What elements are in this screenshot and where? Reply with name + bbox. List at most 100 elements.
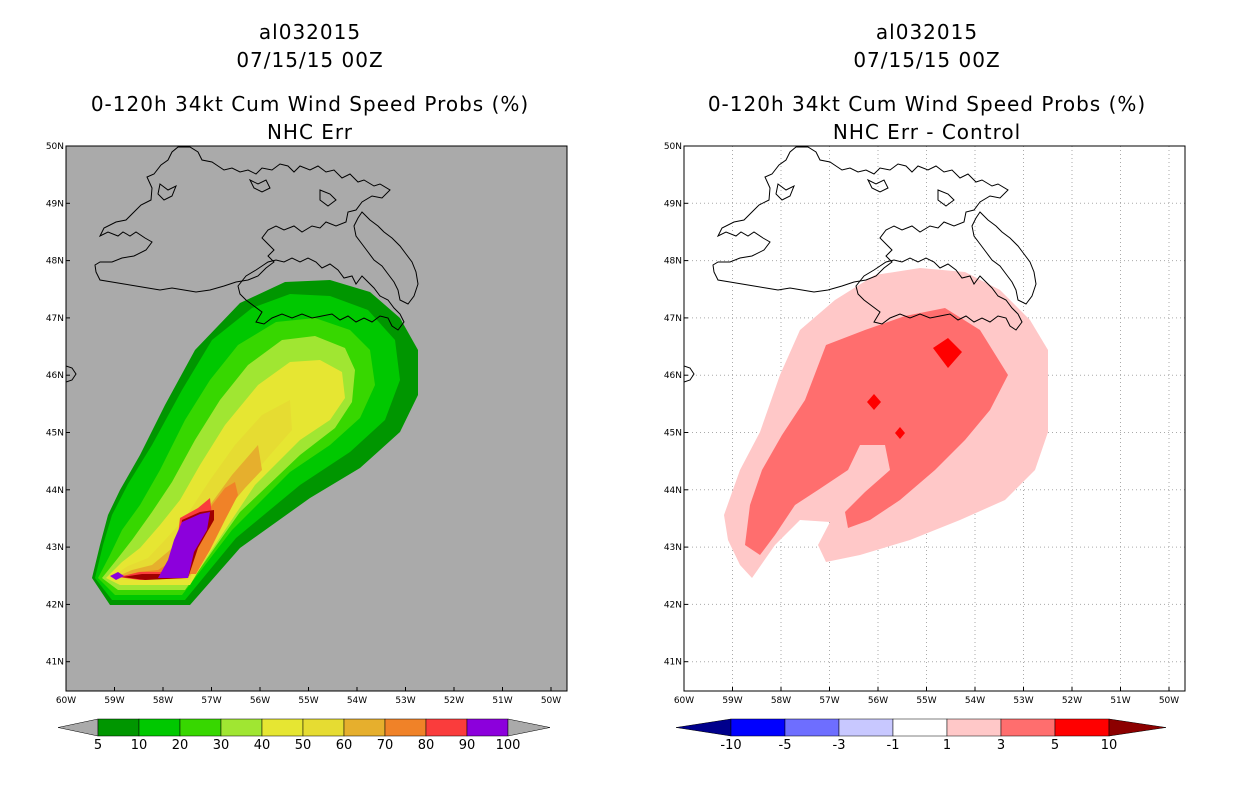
left-colorbar-label: 40 — [254, 738, 271, 753]
lon-tick-label: 60W — [56, 696, 76, 706]
lat-tick-label: 41N — [664, 658, 682, 668]
lat-tick-label: 45N — [46, 429, 64, 439]
right-colorbar-label: 5 — [1051, 738, 1059, 753]
lon-tick-label: 52W — [444, 696, 464, 706]
lat-tick-label: 50N — [664, 142, 682, 152]
left-colorbar-over-arrow — [507, 718, 551, 737]
right-colorbar-box — [838, 718, 894, 737]
left-contour-100 — [158, 512, 210, 578]
right-axis-ticks: 60W 59W 58W 57W 56W 55W 54W 53W 52W 51W 50W 50N 49N 4… — [664, 142, 1179, 706]
right-colorbar-box — [784, 718, 840, 737]
lat-tick-label: 49N — [46, 199, 64, 209]
lat-tick-label: 43N — [664, 543, 682, 553]
right-subtitle: NHC Err - Control — [832, 120, 1022, 144]
left-colorbar-box — [302, 718, 345, 737]
left-product-title: 0-120h 34kt Cum Wind Speed Probs (%) — [90, 92, 530, 116]
left-datetime: 07/15/15 00Z — [236, 48, 384, 72]
left-colorbar-label: 70 — [377, 738, 394, 753]
left-colorbar-label: 30 — [213, 738, 230, 753]
left-map: 60W 59W 58W 57W 56W 55W 54W 53W 52W 51W 50W 50N 49N 4… — [46, 142, 568, 706]
lat-tick-label: 48N — [664, 257, 682, 267]
lon-tick-label: 57W — [819, 696, 839, 706]
lat-tick-label: 42N — [664, 600, 682, 610]
left-colorbar-box — [466, 718, 509, 737]
lon-tick-label: 58W — [153, 696, 173, 706]
right-colorbar-label: -3 — [833, 738, 846, 753]
lat-tick-label: 44N — [664, 486, 682, 496]
left-colorbar-box — [343, 718, 386, 737]
lon-tick-label: 56W — [250, 696, 270, 706]
right-map: 60W 59W 58W 57W 56W 55W 54W 53W 52W 51W 50W 50N 49N 4… — [664, 142, 1186, 706]
left-contour-100b — [110, 572, 124, 580]
lat-tick-label: 43N — [46, 543, 64, 553]
right-difference-contours — [684, 146, 1048, 578]
lat-tick-label: 47N — [664, 314, 682, 324]
lat-tick-label: 44N — [46, 486, 64, 496]
left-colorbar-box — [425, 718, 468, 737]
right-datetime: 07/15/15 00Z — [853, 48, 1001, 72]
left-colorbar-label: 100 — [496, 738, 521, 753]
left-storm-id: al032015 — [258, 20, 362, 44]
right-colorbar-label: -1 — [887, 738, 900, 753]
lat-tick-label: 49N — [664, 199, 682, 209]
lat-tick-label: 48N — [46, 257, 64, 267]
lon-tick-label: 56W — [868, 696, 888, 706]
lat-tick-label: 42N — [46, 600, 64, 610]
lon-tick-label: 53W — [395, 696, 415, 706]
left-subtitle: NHC Err — [266, 120, 354, 144]
right-colorbar-box — [892, 718, 948, 737]
lon-tick-label: 54W — [965, 696, 985, 706]
left-colorbar-box — [220, 718, 263, 737]
lon-tick-label: 54W — [347, 696, 367, 706]
lat-tick-label: 46N — [46, 371, 64, 381]
right-colorbar-over-arrow — [1108, 718, 1167, 737]
right-colorbar-label: 1 — [943, 738, 951, 753]
left-probability-contours — [66, 146, 419, 605]
right-colorbar-box — [1000, 718, 1056, 737]
left-colorbar-label: 50 — [295, 738, 312, 753]
left-colorbar-box — [261, 718, 304, 737]
left-colorbar-box — [138, 718, 181, 737]
lat-tick-label: 45N — [664, 429, 682, 439]
right-colorbar-label: 3 — [997, 738, 1005, 753]
left-colorbar-box — [179, 718, 222, 737]
left-colorbar-box — [384, 718, 427, 737]
lon-tick-label: 50W — [1159, 696, 1179, 706]
left-colorbar-label: 60 — [336, 738, 353, 753]
lon-tick-label: 51W — [1110, 696, 1130, 706]
right-colorbar-label: -5 — [779, 738, 792, 753]
lon-tick-label: 58W — [771, 696, 791, 706]
left-colorbar-label: 10 — [131, 738, 148, 753]
right-contour-3-5 — [745, 308, 1008, 555]
left-colorbar-label: 80 — [418, 738, 435, 753]
lon-tick-label: 55W — [298, 696, 318, 706]
lat-tick-label: 41N — [46, 658, 64, 668]
right-contour-5-10c — [895, 427, 905, 439]
lat-tick-label: 46N — [664, 371, 682, 381]
left-colorbar: 5 10 20 30 40 50 60 70 80 90 100 — [57, 718, 551, 753]
lon-tick-label: 55W — [916, 696, 936, 706]
right-map-frame — [683, 145, 1186, 692]
right-colorbar-box — [946, 718, 1002, 737]
lon-tick-label: 59W — [104, 696, 124, 706]
right-colorbar-label: -10 — [720, 738, 741, 753]
left-colorbar-label: 5 — [94, 738, 102, 753]
right-product-title: 0-120h 34kt Cum Wind Speed Probs (%) — [707, 92, 1147, 116]
left-colorbar-box — [97, 718, 140, 737]
left-colorbar-under-arrow — [57, 718, 99, 737]
right-storm-id: al032015 — [875, 20, 979, 44]
lon-tick-label: 53W — [1013, 696, 1033, 706]
left-contour-50 — [110, 400, 292, 580]
lat-tick-label: 47N — [46, 314, 64, 324]
right-colorbar-label: 10 — [1101, 738, 1118, 753]
lon-tick-label: 57W — [201, 696, 221, 706]
left-colorbar-label: 20 — [172, 738, 189, 753]
right-contour-5-10b — [867, 394, 881, 410]
right-colorbar-box — [1054, 718, 1110, 737]
lon-tick-label: 60W — [674, 696, 694, 706]
right-colorbar-box — [730, 718, 786, 737]
right-colorbar-under-arrow — [675, 718, 732, 737]
right-colorbar: -10 -5 -3 -1 1 3 5 10 — [675, 718, 1167, 753]
right-contour-5-10a — [933, 338, 962, 368]
